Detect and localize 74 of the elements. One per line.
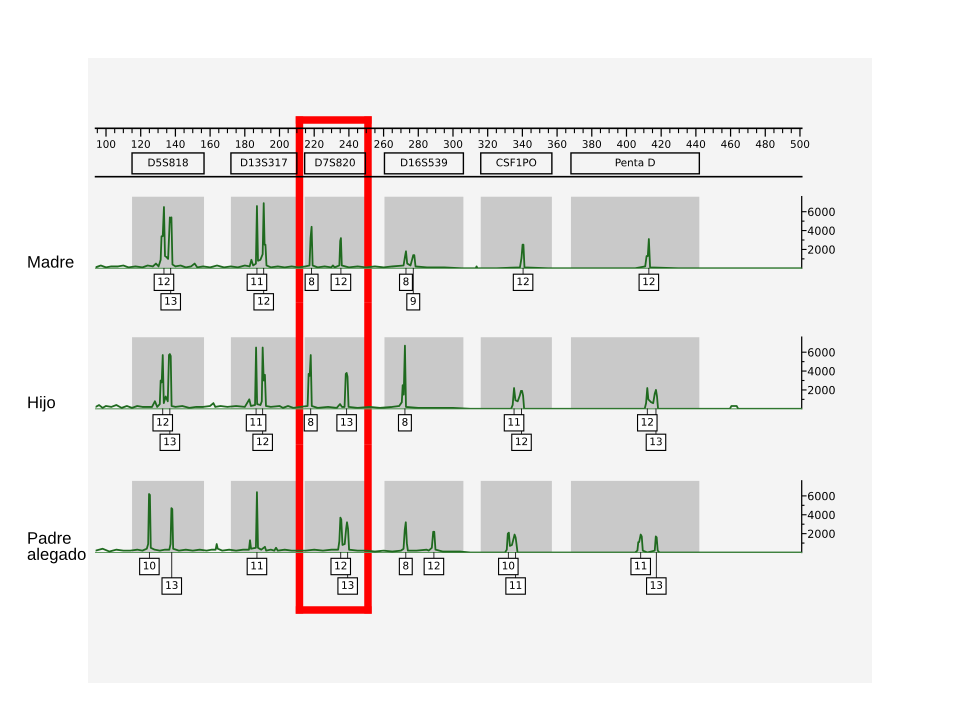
x-tick-label: 360 — [548, 140, 566, 148]
x-tick-label: 340 — [513, 140, 532, 148]
annotation: 12 — [158, 277, 170, 286]
x-tick-label: 140 — [166, 140, 185, 148]
x-tick-label: 240 — [340, 140, 358, 148]
x-tick-label: 200 — [270, 140, 289, 148]
annotation: 8 — [403, 277, 409, 286]
annotation: 13 — [164, 437, 176, 446]
annotation: 13 — [166, 581, 178, 590]
line-series — [96, 491, 802, 552]
y-tick-label: 2000 — [808, 386, 835, 394]
band-label: Penta D — [616, 158, 655, 166]
annotation: 13 — [650, 581, 662, 590]
x-tick-label: 480 — [756, 140, 775, 148]
y-axis-title: Hijo — [28, 396, 56, 412]
annotation: 12 — [642, 418, 653, 426]
y-tick-label: 4000 — [808, 367, 835, 376]
annotation: 8 — [308, 277, 314, 286]
annotation: 8 — [403, 562, 408, 570]
annotation: 11 — [251, 278, 263, 286]
x-tick-label: 320 — [478, 140, 497, 148]
x-tick-label: 300 — [444, 140, 462, 148]
x-tick-label: 220 — [305, 140, 324, 148]
annotation: 12 — [335, 562, 346, 570]
annotation: 10 — [502, 562, 514, 570]
line-series — [96, 202, 802, 268]
annotation: 13 — [341, 418, 352, 426]
annotation: 12 — [257, 437, 268, 446]
x-tick-label: 400 — [617, 140, 636, 148]
x-tick-label: 460 — [721, 140, 740, 148]
band-label: D5S818 — [148, 158, 188, 166]
y-tick-label: 4000 — [808, 226, 835, 235]
annotation: 11 — [508, 418, 520, 426]
y-axis-title: Padre alegado — [28, 532, 86, 564]
annotation: 12 — [518, 277, 529, 286]
annotation: 13 — [165, 296, 177, 305]
x-tick-label: 100 — [97, 140, 116, 148]
annotation: 12 — [428, 562, 440, 570]
x-tick-label: 500 — [790, 140, 810, 148]
y-tick-label: 6000 — [808, 348, 835, 357]
annotation: 9 — [410, 296, 416, 305]
annotation: 11 — [251, 562, 263, 570]
annotation: 11 — [250, 418, 262, 426]
annotation: 12 — [335, 277, 346, 286]
annotation: 13 — [342, 581, 354, 590]
x-tick-label: 180 — [236, 140, 254, 148]
y-tick-label: 6000 — [808, 208, 835, 216]
x-tick-label: 120 — [132, 140, 150, 148]
annotation: 12 — [258, 296, 270, 305]
y-tick-label: 2000 — [808, 245, 835, 254]
annotation: 12 — [516, 437, 528, 446]
x-tick-label: 440 — [686, 140, 706, 148]
y-tick-label: 4000 — [808, 510, 835, 520]
line-series — [96, 344, 802, 409]
x-tick-label: 260 — [374, 140, 393, 148]
band-label: D16S539 — [401, 158, 448, 166]
band-label: D7S820 — [315, 158, 355, 166]
y-tick-label: 6000 — [808, 492, 835, 500]
annotation: 13 — [650, 437, 662, 446]
annotation: 8 — [308, 418, 314, 426]
annotation: 12 — [157, 418, 168, 426]
y-tick-label: 2000 — [808, 530, 835, 538]
band-label: D13S317 — [241, 158, 287, 166]
x-tick-label: 380 — [582, 140, 602, 148]
annotation: 12 — [643, 277, 654, 286]
annotation: 11 — [635, 562, 646, 570]
band-label: CSF1PO — [496, 158, 536, 166]
annotation: 11 — [510, 581, 522, 589]
annotation: 8 — [402, 418, 408, 426]
annotation: 10 — [144, 562, 156, 570]
x-tick-label: 160 — [201, 140, 220, 148]
x-tick-label: 420 — [652, 140, 670, 148]
y-axis-title: Madre — [28, 256, 74, 268]
x-tick-label: 280 — [409, 140, 428, 148]
